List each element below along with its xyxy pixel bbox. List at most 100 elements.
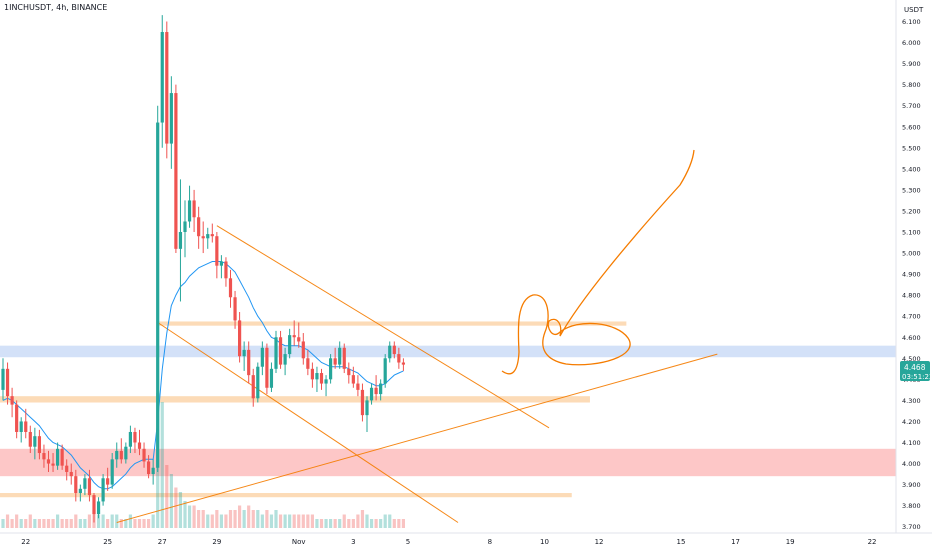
candle-body[interactable]	[383, 358, 387, 384]
candle-body[interactable]	[392, 345, 396, 355]
candle-body[interactable]	[46, 459, 51, 464]
candle-body[interactable]	[133, 431, 137, 443]
candle-body[interactable]	[83, 478, 87, 489]
candle-body[interactable]	[137, 442, 142, 449]
interval-label[interactable]: 4h	[56, 3, 67, 12]
trend-line[interactable]	[216, 225, 550, 429]
candle-body[interactable]	[292, 335, 296, 338]
candle-body[interactable]	[342, 347, 346, 369]
candle-body[interactable]	[347, 368, 351, 376]
candle-body[interactable]	[274, 337, 278, 369]
candle-body[interactable]	[160, 32, 164, 123]
candle-body[interactable]	[397, 354, 401, 363]
candle-body[interactable]	[106, 478, 110, 485]
candle-body[interactable]	[365, 400, 369, 416]
candle-body[interactable]	[110, 459, 114, 485]
candle-body[interactable]	[379, 383, 383, 395]
candle-body[interactable]	[256, 366, 260, 399]
candle-body[interactable]	[324, 379, 328, 384]
candle-body[interactable]	[338, 347, 342, 365]
candle-body[interactable]	[37, 436, 41, 454]
freehand-squiggle-path[interactable]	[501, 149, 695, 375]
orange-zone[interactable]	[0, 493, 572, 498]
candle-body[interactable]	[187, 200, 192, 222]
candle-body[interactable]	[242, 349, 246, 357]
candle-body[interactable]	[306, 358, 310, 369]
candle-body[interactable]	[42, 453, 46, 460]
candle-body[interactable]	[228, 278, 233, 298]
candle-body[interactable]	[147, 461, 151, 475]
candle-body[interactable]	[374, 387, 378, 395]
candle-body[interactable]	[283, 354, 287, 365]
candle-body[interactable]	[401, 362, 405, 365]
candle-body[interactable]	[174, 93, 178, 249]
price-axis[interactable]: USDT 3.700 3.800 3.900 4.000 4.100 4.200 4.300…	[895, 0, 924, 533]
candle-body[interactable]	[388, 345, 392, 359]
candle-body[interactable]	[101, 478, 105, 502]
candle-body[interactable]	[269, 368, 274, 388]
candle-body[interactable]	[301, 341, 305, 359]
candle-body[interactable]	[278, 337, 283, 365]
candle-body[interactable]	[178, 232, 183, 249]
candle-body[interactable]	[215, 236, 219, 266]
candle-body[interactable]	[288, 335, 292, 355]
candle-body[interactable]	[201, 236, 205, 239]
candle-body[interactable]	[224, 261, 228, 279]
candle-body[interactable]	[351, 375, 355, 384]
candle-body[interactable]	[115, 450, 119, 460]
candle-body[interactable]	[87, 478, 92, 496]
candle-body[interactable]	[51, 463, 55, 466]
candles-layer[interactable]	[1, 15, 405, 523]
candle-body[interactable]	[260, 347, 264, 367]
candle-body[interactable]	[151, 467, 155, 475]
candle-body[interactable]	[56, 448, 60, 466]
candle-body[interactable]	[247, 349, 251, 376]
candle-body[interactable]	[156, 122, 160, 468]
candle-body[interactable]	[183, 221, 187, 232]
candle-body[interactable]	[92, 495, 96, 515]
candle-body[interactable]	[319, 373, 324, 384]
candle-body[interactable]	[315, 373, 319, 380]
candle-body[interactable]	[265, 347, 269, 388]
candle-body[interactable]	[5, 368, 10, 397]
candle-body[interactable]	[219, 261, 223, 266]
candle-body[interactable]	[192, 200, 196, 218]
orange-zone[interactable]	[0, 396, 590, 403]
orange-zone[interactable]	[157, 321, 627, 326]
candle-body[interactable]	[310, 368, 314, 380]
candle-body[interactable]	[65, 465, 69, 472]
trend-lines-layer[interactable]	[116, 225, 718, 523]
candle-body[interactable]	[197, 217, 201, 237]
candle-body[interactable]	[165, 32, 169, 144]
candle-body[interactable]	[369, 387, 374, 401]
candle-body[interactable]	[33, 436, 37, 447]
candle-body[interactable]	[124, 446, 128, 460]
candle-body[interactable]	[238, 320, 242, 357]
candle-body[interactable]	[333, 358, 337, 365]
candle-body[interactable]	[69, 471, 73, 477]
symbol-label[interactable]: 1INCHUSDT	[4, 3, 52, 12]
candle-body[interactable]	[10, 396, 14, 405]
candle-body[interactable]	[210, 234, 214, 237]
blue-zone[interactable]	[0, 345, 896, 358]
trend-line[interactable]	[157, 322, 459, 523]
freehand-drawing[interactable]	[501, 149, 695, 375]
candle-body[interactable]	[19, 421, 23, 432]
candle-body[interactable]	[233, 297, 237, 321]
candle-body[interactable]	[142, 448, 146, 462]
candle-body[interactable]	[96, 501, 101, 515]
time-axis[interactable]: 22 25 27 29 Nov 3 5 8 10 12 15 17 19 22	[0, 532, 932, 546]
candle-body[interactable]	[169, 93, 173, 144]
candle-body[interactable]	[1, 368, 5, 390]
candle-body[interactable]	[15, 404, 19, 432]
candle-body[interactable]	[128, 431, 132, 447]
red-zone[interactable]	[0, 448, 896, 477]
candle-body[interactable]	[60, 448, 64, 466]
candle-body[interactable]	[74, 476, 78, 494]
candle-body[interactable]	[297, 337, 301, 342]
candle-body[interactable]	[24, 421, 28, 432]
candle-body[interactable]	[329, 358, 333, 380]
candle-body[interactable]	[206, 234, 210, 239]
candle-body[interactable]	[28, 431, 32, 447]
